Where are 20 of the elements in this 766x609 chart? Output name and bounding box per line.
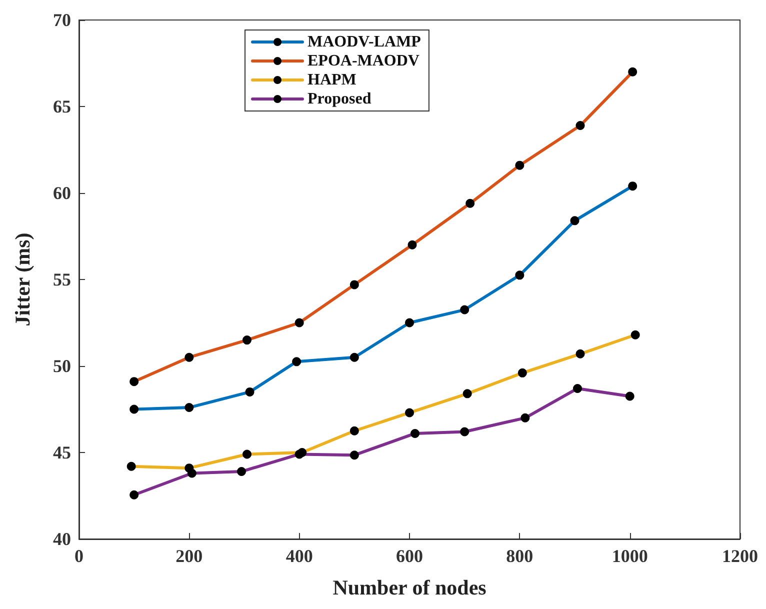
y-tick-label: 50: [53, 356, 71, 376]
legend-label: Proposed: [308, 90, 372, 108]
x-tick-label: 1200: [722, 546, 758, 566]
y-tick-label: 55: [53, 270, 71, 290]
x-tick-label: 0: [74, 546, 84, 566]
y-tick-label: 40: [53, 529, 71, 549]
x-tick-label: 400: [286, 546, 313, 566]
x-tick-label: 200: [176, 546, 203, 566]
x-axis-title: Number of nodes: [332, 576, 486, 600]
legend-label: HAPM: [308, 72, 356, 88]
legend-label: EPOA-MAODV: [308, 52, 420, 70]
x-tick-label: 800: [506, 546, 534, 566]
x-tick-label: 600: [396, 546, 423, 566]
y-tick-label: 70: [53, 10, 71, 30]
y-tick-label: 45: [53, 442, 71, 462]
x-tick-label: 1000: [612, 546, 648, 566]
y-axis-title: Jitter (ms): [10, 232, 34, 326]
y-tick-label: 65: [53, 96, 71, 116]
y-tick-label: 60: [53, 183, 71, 203]
legend-label: MAODV-LAMP: [308, 34, 422, 50]
